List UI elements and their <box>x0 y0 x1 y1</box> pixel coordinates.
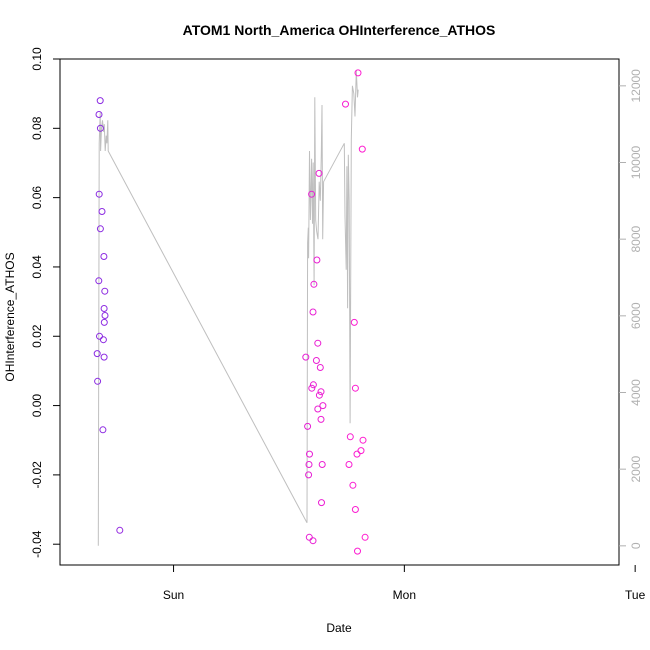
data-point <box>99 336 107 344</box>
data-point <box>101 287 109 295</box>
data-point <box>309 381 317 389</box>
data-point <box>99 426 107 434</box>
data-point <box>358 145 366 153</box>
data-point <box>319 402 327 410</box>
data-point <box>96 97 104 105</box>
data-point <box>317 415 325 423</box>
y-tick-label: 0.06 <box>30 186 44 210</box>
x-axis: Sun Mon Tue <box>163 565 646 602</box>
data-point <box>98 208 106 215</box>
data-point <box>96 225 104 233</box>
data-point <box>95 111 103 118</box>
data-point <box>308 384 316 392</box>
data-point <box>100 305 108 312</box>
x-axis-label: Date <box>326 621 352 635</box>
secondary-series-line <box>97 70 359 546</box>
data-point <box>350 318 358 326</box>
data-point <box>314 339 322 347</box>
series-line-path <box>97 70 359 546</box>
data-point <box>95 190 103 198</box>
data-point <box>96 332 103 340</box>
data-point <box>315 391 323 399</box>
y-axis-right: 0 2000 4000 6000 8000 10000 12000 <box>619 69 643 549</box>
data-point <box>308 190 316 198</box>
y-axis-left: -0.04 -0.02 0.00 0.02 0.04 0.06 0.08 0.10 <box>30 47 60 558</box>
data-point <box>346 433 354 441</box>
y2-tick-label: 2000 <box>629 455 643 482</box>
chart-title: ATOM1 North_America OHInterference_ATHOS <box>183 22 496 38</box>
y2-tick-label: 6000 <box>629 302 643 329</box>
data-point <box>313 256 321 264</box>
y-tick-label: -0.04 <box>30 530 44 558</box>
x-tick-label: Mon <box>393 588 416 602</box>
data-point <box>357 447 365 455</box>
y-tick-label: 0.04 <box>30 255 44 279</box>
data-point <box>315 169 323 177</box>
data-point <box>96 124 104 132</box>
y-tick-label: 0.10 <box>30 47 44 71</box>
data-point <box>101 312 109 319</box>
data-point <box>317 388 325 396</box>
y2-tick-label: 0 <box>629 542 643 549</box>
data-point <box>316 364 324 371</box>
data-point <box>116 526 124 534</box>
data-point <box>354 69 362 77</box>
data-point <box>318 461 326 468</box>
y-tick-label: 0.00 <box>30 394 44 418</box>
y-tick-label: -0.02 <box>30 461 44 489</box>
x-tick-label: Tue <box>625 588 646 602</box>
data-point <box>310 280 318 288</box>
data-point <box>354 547 361 555</box>
x-tick-label: Sun <box>163 588 184 602</box>
y2-tick-label: 12000 <box>629 69 643 103</box>
y-tick-label: 0.08 <box>30 116 44 140</box>
data-point <box>95 277 103 285</box>
data-point <box>345 461 353 468</box>
data-point <box>351 384 359 392</box>
data-point <box>100 253 108 260</box>
data-point <box>351 506 359 513</box>
data-point <box>93 350 101 358</box>
y2-tick-label: 8000 <box>629 225 643 252</box>
data-point <box>349 481 357 489</box>
data-point <box>100 318 108 326</box>
y2-tick-label: 4000 <box>629 379 643 406</box>
data-point <box>305 461 313 468</box>
y2-tick-label: 10000 <box>629 145 643 179</box>
data-point <box>359 436 367 444</box>
data-point <box>304 422 312 430</box>
data-point <box>314 405 322 413</box>
data-point <box>342 100 349 108</box>
data-point <box>94 377 102 385</box>
primary-series-points <box>93 69 369 555</box>
data-point <box>306 450 313 458</box>
data-point <box>312 357 320 364</box>
data-point <box>100 353 108 361</box>
data-point <box>302 353 310 361</box>
data-point <box>309 537 317 545</box>
plot-frame <box>59 58 620 566</box>
y-tick-label: 0.02 <box>30 324 44 348</box>
y-axis-label: OHInterference_ATHOS <box>3 252 17 381</box>
data-point <box>305 533 313 541</box>
data-point <box>361 533 369 541</box>
data-point <box>305 471 313 479</box>
data-point <box>318 499 325 507</box>
data-point <box>353 450 361 458</box>
data-point <box>309 308 317 316</box>
